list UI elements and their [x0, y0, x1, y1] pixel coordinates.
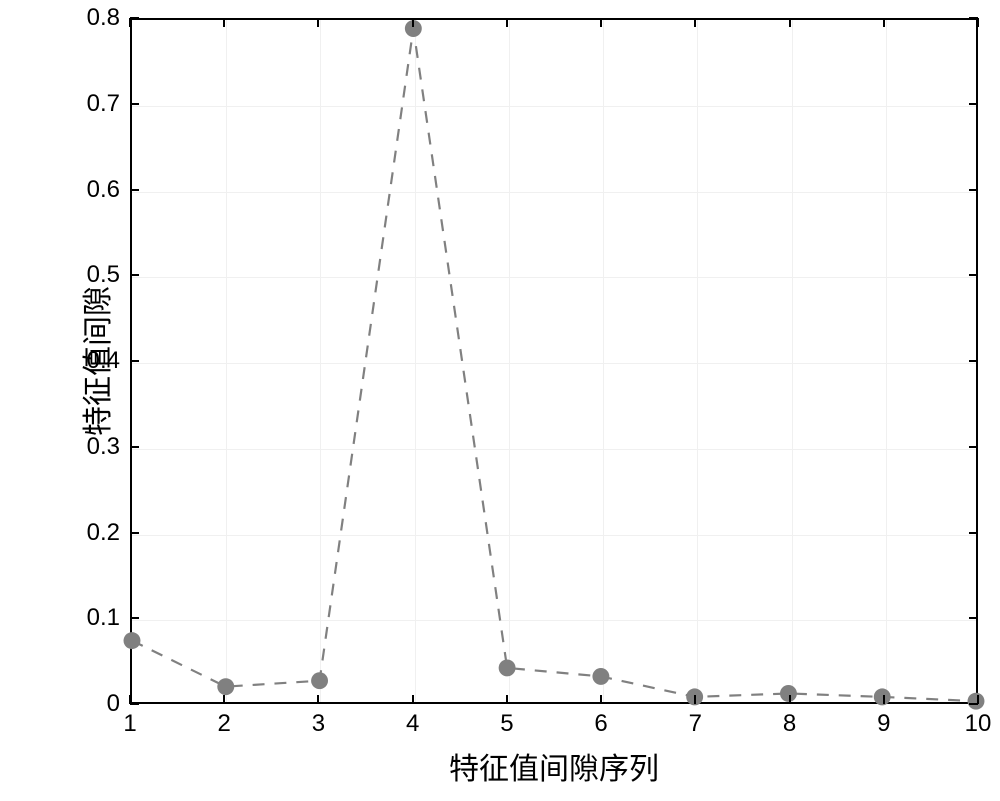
x-tick-label: 8: [783, 710, 796, 738]
y-tick-label: 0.3: [87, 433, 120, 461]
x-tick-label: 7: [689, 710, 702, 738]
chart-container: 1234567891000.10.20.30.40.50.60.70.8 特征值…: [0, 0, 1000, 801]
series-line: [132, 20, 976, 702]
x-axis-label: 特征值间隙序列: [449, 744, 659, 788]
y-tick-label: 0: [107, 690, 120, 718]
y-tick-label: 0.7: [87, 90, 120, 118]
plot-frame: [130, 18, 978, 704]
x-tick-label: 5: [500, 710, 513, 738]
x-tick-label: 9: [877, 710, 890, 738]
y-tick-label: 0.6: [87, 176, 120, 204]
y-axis-label: 特征值间隙: [73, 286, 117, 436]
y-tick-label: 0.2: [87, 519, 120, 547]
x-tick-label: 4: [406, 710, 419, 738]
data-point: [499, 659, 516, 676]
data-point: [968, 693, 985, 710]
x-tick-label: 10: [965, 710, 992, 738]
data-point: [592, 668, 609, 685]
y-tick-label: 0.1: [87, 604, 120, 632]
x-tick-label: 2: [218, 710, 231, 738]
x-tick-label: 6: [594, 710, 607, 738]
x-tick-label: 1: [123, 710, 136, 738]
data-point: [311, 672, 328, 689]
y-tick-label: 0.8: [87, 4, 120, 32]
data-point: [217, 678, 234, 695]
data-point: [124, 632, 141, 649]
x-tick-label: 3: [312, 710, 325, 738]
